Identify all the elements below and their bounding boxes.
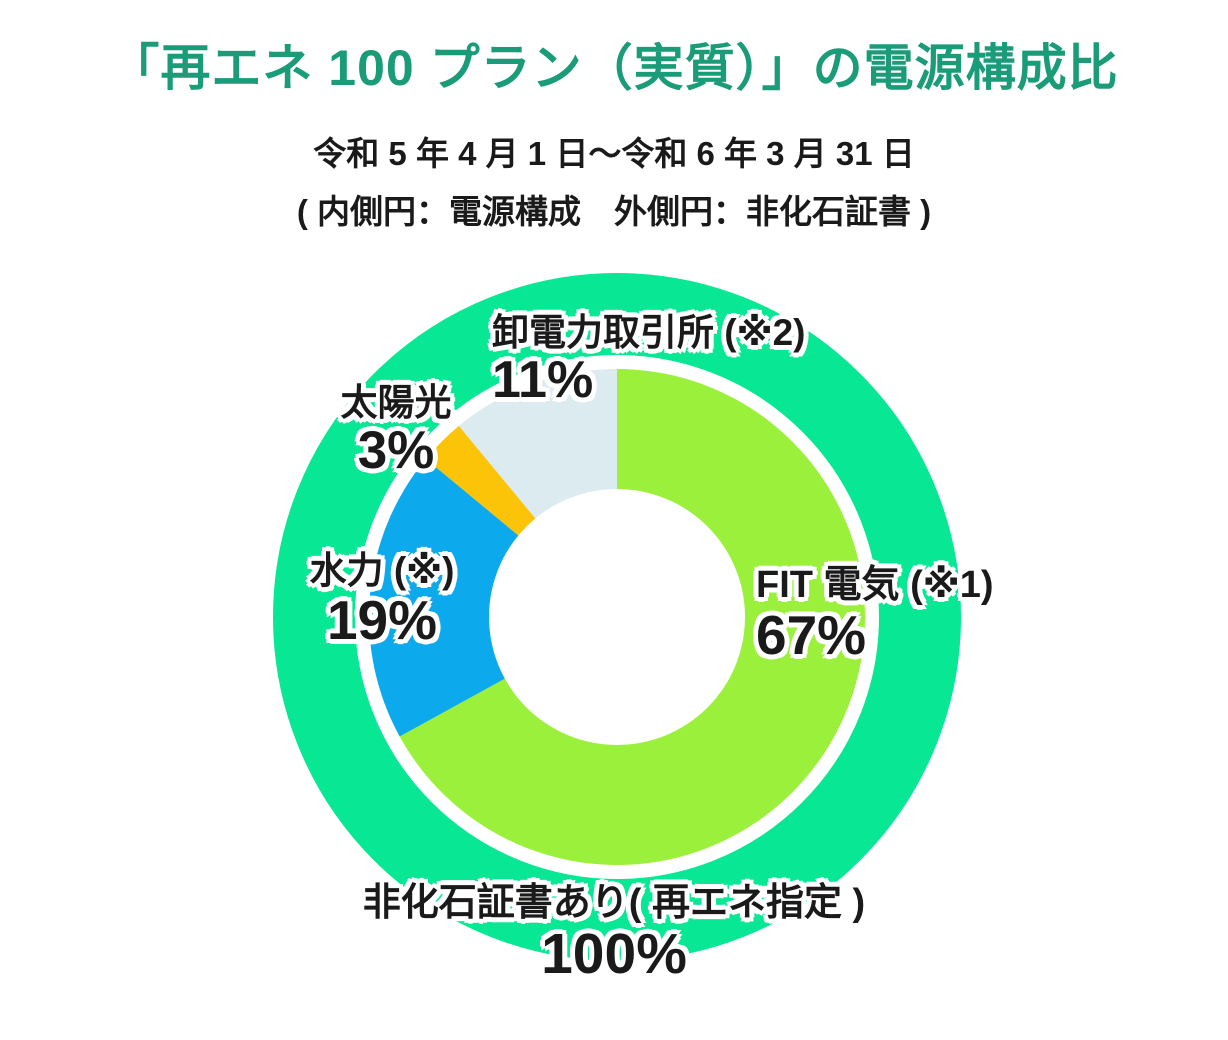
label-nonfossil-certificate: 非化石証書あり( 再エネ指定 ) 100% — [0, 884, 1228, 983]
slice-name: 水力 (※) — [309, 550, 455, 591]
label-fit-electricity: FIT 電気 (※1) 67% — [756, 566, 993, 663]
donut-hole — [489, 489, 745, 745]
label-solar: 太陽光 3% — [306, 384, 486, 478]
label-wholesale-exchange: 卸電力取引所 (※2) 11% — [492, 314, 805, 407]
slice-value: 11% — [492, 350, 594, 409]
slice-name: 非化石証書あり( 再エネ指定 ) — [362, 882, 866, 924]
slice-name: 太陽光 — [340, 382, 452, 423]
slice-value: 67% — [756, 603, 867, 666]
slice-value: 3% — [357, 420, 435, 480]
slice-value: 19% — [326, 588, 438, 651]
period-subtitle: 令和 5 年 4 月 1 日～令和 6 年 3 月 31 日 — [313, 135, 915, 172]
ring-legend-note: ( 内側円：電源構成 外側円：非化石証書 ) — [296, 193, 932, 230]
outer-ring-slice — [273, 273, 961, 961]
page-title: 「再エネ 100 プラン（実質）」の電源構成比 — [109, 40, 1119, 96]
label-hydro: 水力 (※) 19% — [292, 552, 472, 648]
slice-value: 100% — [541, 921, 687, 986]
slice-name: FIT 電気 (※1) — [756, 564, 994, 606]
slice-name: 卸電力取引所 (※2) — [492, 312, 806, 353]
